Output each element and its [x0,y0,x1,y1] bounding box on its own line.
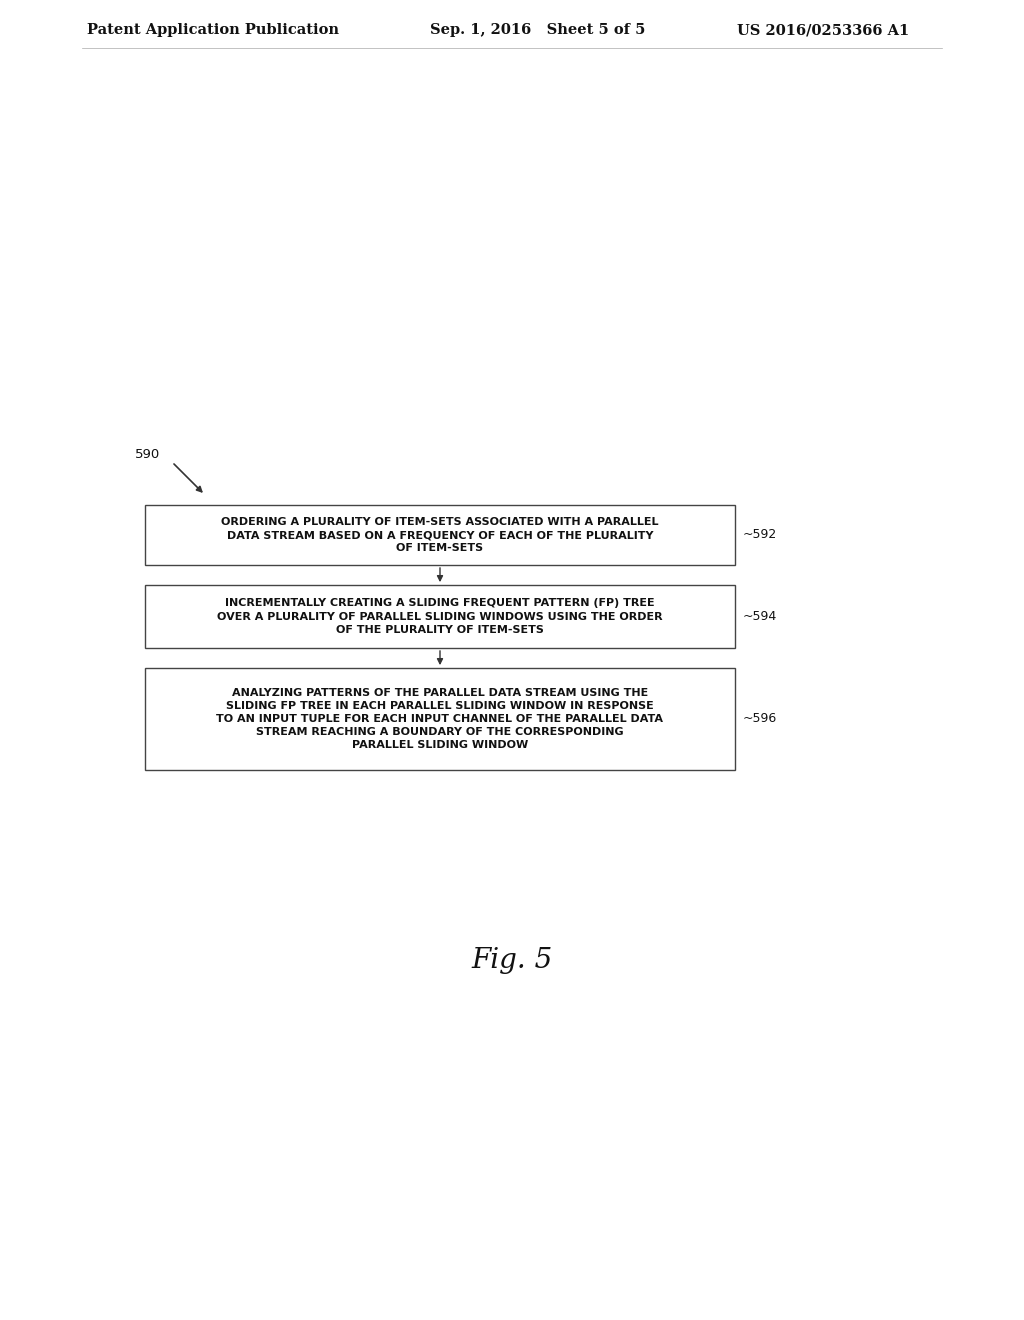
Text: Patent Application Publication: Patent Application Publication [87,22,339,37]
Text: ORDERING A PLURALITY OF ITEM-SETS ASSOCIATED WITH A PARALLEL
DATA STREAM BASED O: ORDERING A PLURALITY OF ITEM-SETS ASSOCI… [221,517,658,553]
Text: US 2016/0253366 A1: US 2016/0253366 A1 [737,22,909,37]
Text: ANALYZING PATTERNS OF THE PARALLEL DATA STREAM USING THE
SLIDING FP TREE IN EACH: ANALYZING PATTERNS OF THE PARALLEL DATA … [216,688,664,750]
Text: Sep. 1, 2016   Sheet 5 of 5: Sep. 1, 2016 Sheet 5 of 5 [430,22,645,37]
Text: ~592: ~592 [743,528,777,541]
Text: ~596: ~596 [743,713,777,726]
Text: 590: 590 [135,449,160,462]
Bar [145,506,735,565]
Text: INCREMENTALLY CREATING A SLIDING FREQUENT PATTERN (FP) TREE
OVER A PLURALITY OF : INCREMENTALLY CREATING A SLIDING FREQUEN… [217,598,663,635]
Text: Fig. 5: Fig. 5 [471,946,553,974]
Bar [145,668,735,770]
Bar [145,585,735,648]
Text: ~594: ~594 [743,610,777,623]
